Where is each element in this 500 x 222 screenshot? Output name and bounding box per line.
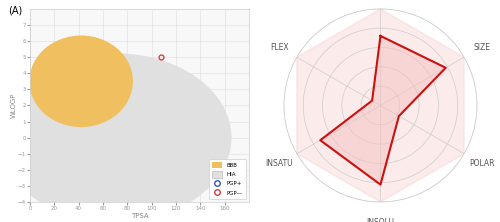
Polygon shape: [297, 9, 464, 202]
X-axis label: TPSA: TPSA: [130, 213, 148, 219]
Ellipse shape: [30, 36, 132, 126]
Polygon shape: [320, 36, 446, 185]
Ellipse shape: [0, 54, 231, 221]
Legend: BBB, HIA, PGP+, PGP—: BBB, HIA, PGP+, PGP—: [209, 159, 246, 199]
Y-axis label: WLOGP: WLOGP: [10, 93, 16, 118]
Text: (A): (A): [8, 5, 22, 15]
